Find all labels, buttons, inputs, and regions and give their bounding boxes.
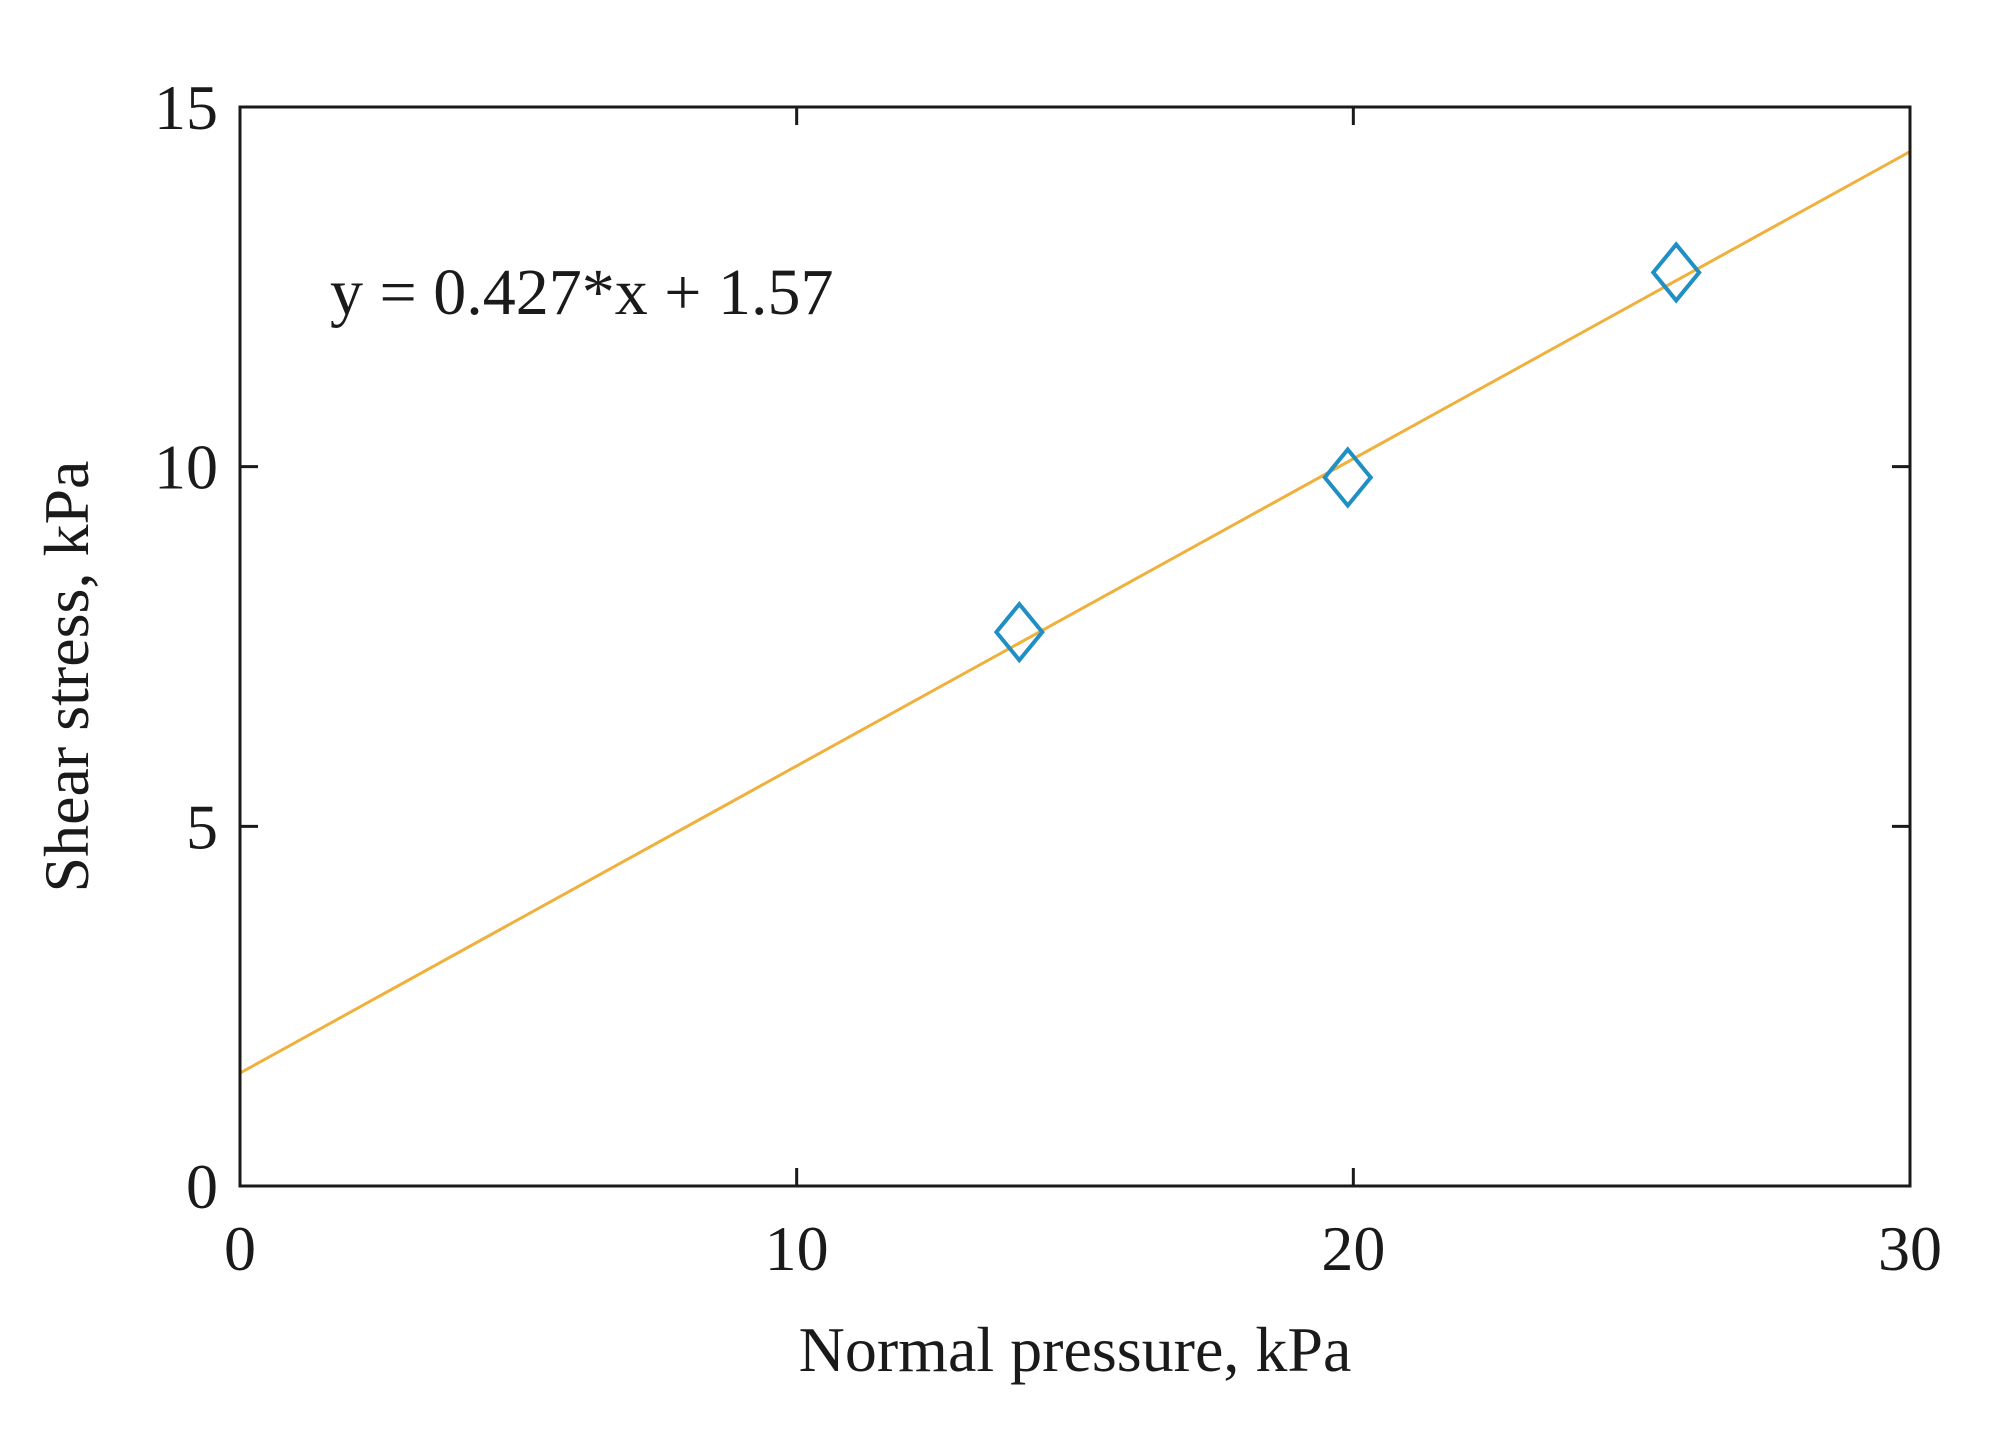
data-point-diamond: [1650, 241, 1702, 304]
x-axis-label: Normal pressure, kPa: [799, 1314, 1352, 1385]
y-tick-label: 5: [186, 791, 218, 862]
marker-layer: [993, 241, 1702, 664]
data-point-diamond: [993, 600, 1045, 664]
data-point-diamond: [1322, 446, 1374, 509]
y-tick-label: 0: [186, 1151, 218, 1222]
tick-layer: [238, 105, 1912, 1188]
x-tick-label: 20: [1321, 1213, 1385, 1284]
tick-label-layer: 0 10 20 30 0 5 10 15: [154, 72, 1942, 1284]
fit-line: [239, 150, 1911, 1075]
x-tick-label: 10: [765, 1213, 829, 1284]
fit-line-layer: [239, 150, 1911, 1075]
x-tick-label: 30: [1878, 1213, 1942, 1284]
x-tick-label: 0: [224, 1213, 256, 1284]
y-tick-label: 15: [154, 72, 218, 143]
equation-annotation: y = 0.427*x + 1.57: [330, 256, 833, 329]
y-tick-label: 10: [154, 432, 218, 503]
plot-frame: [238, 105, 1912, 1188]
y-axis-label: Shear stress, kPa: [31, 461, 102, 893]
